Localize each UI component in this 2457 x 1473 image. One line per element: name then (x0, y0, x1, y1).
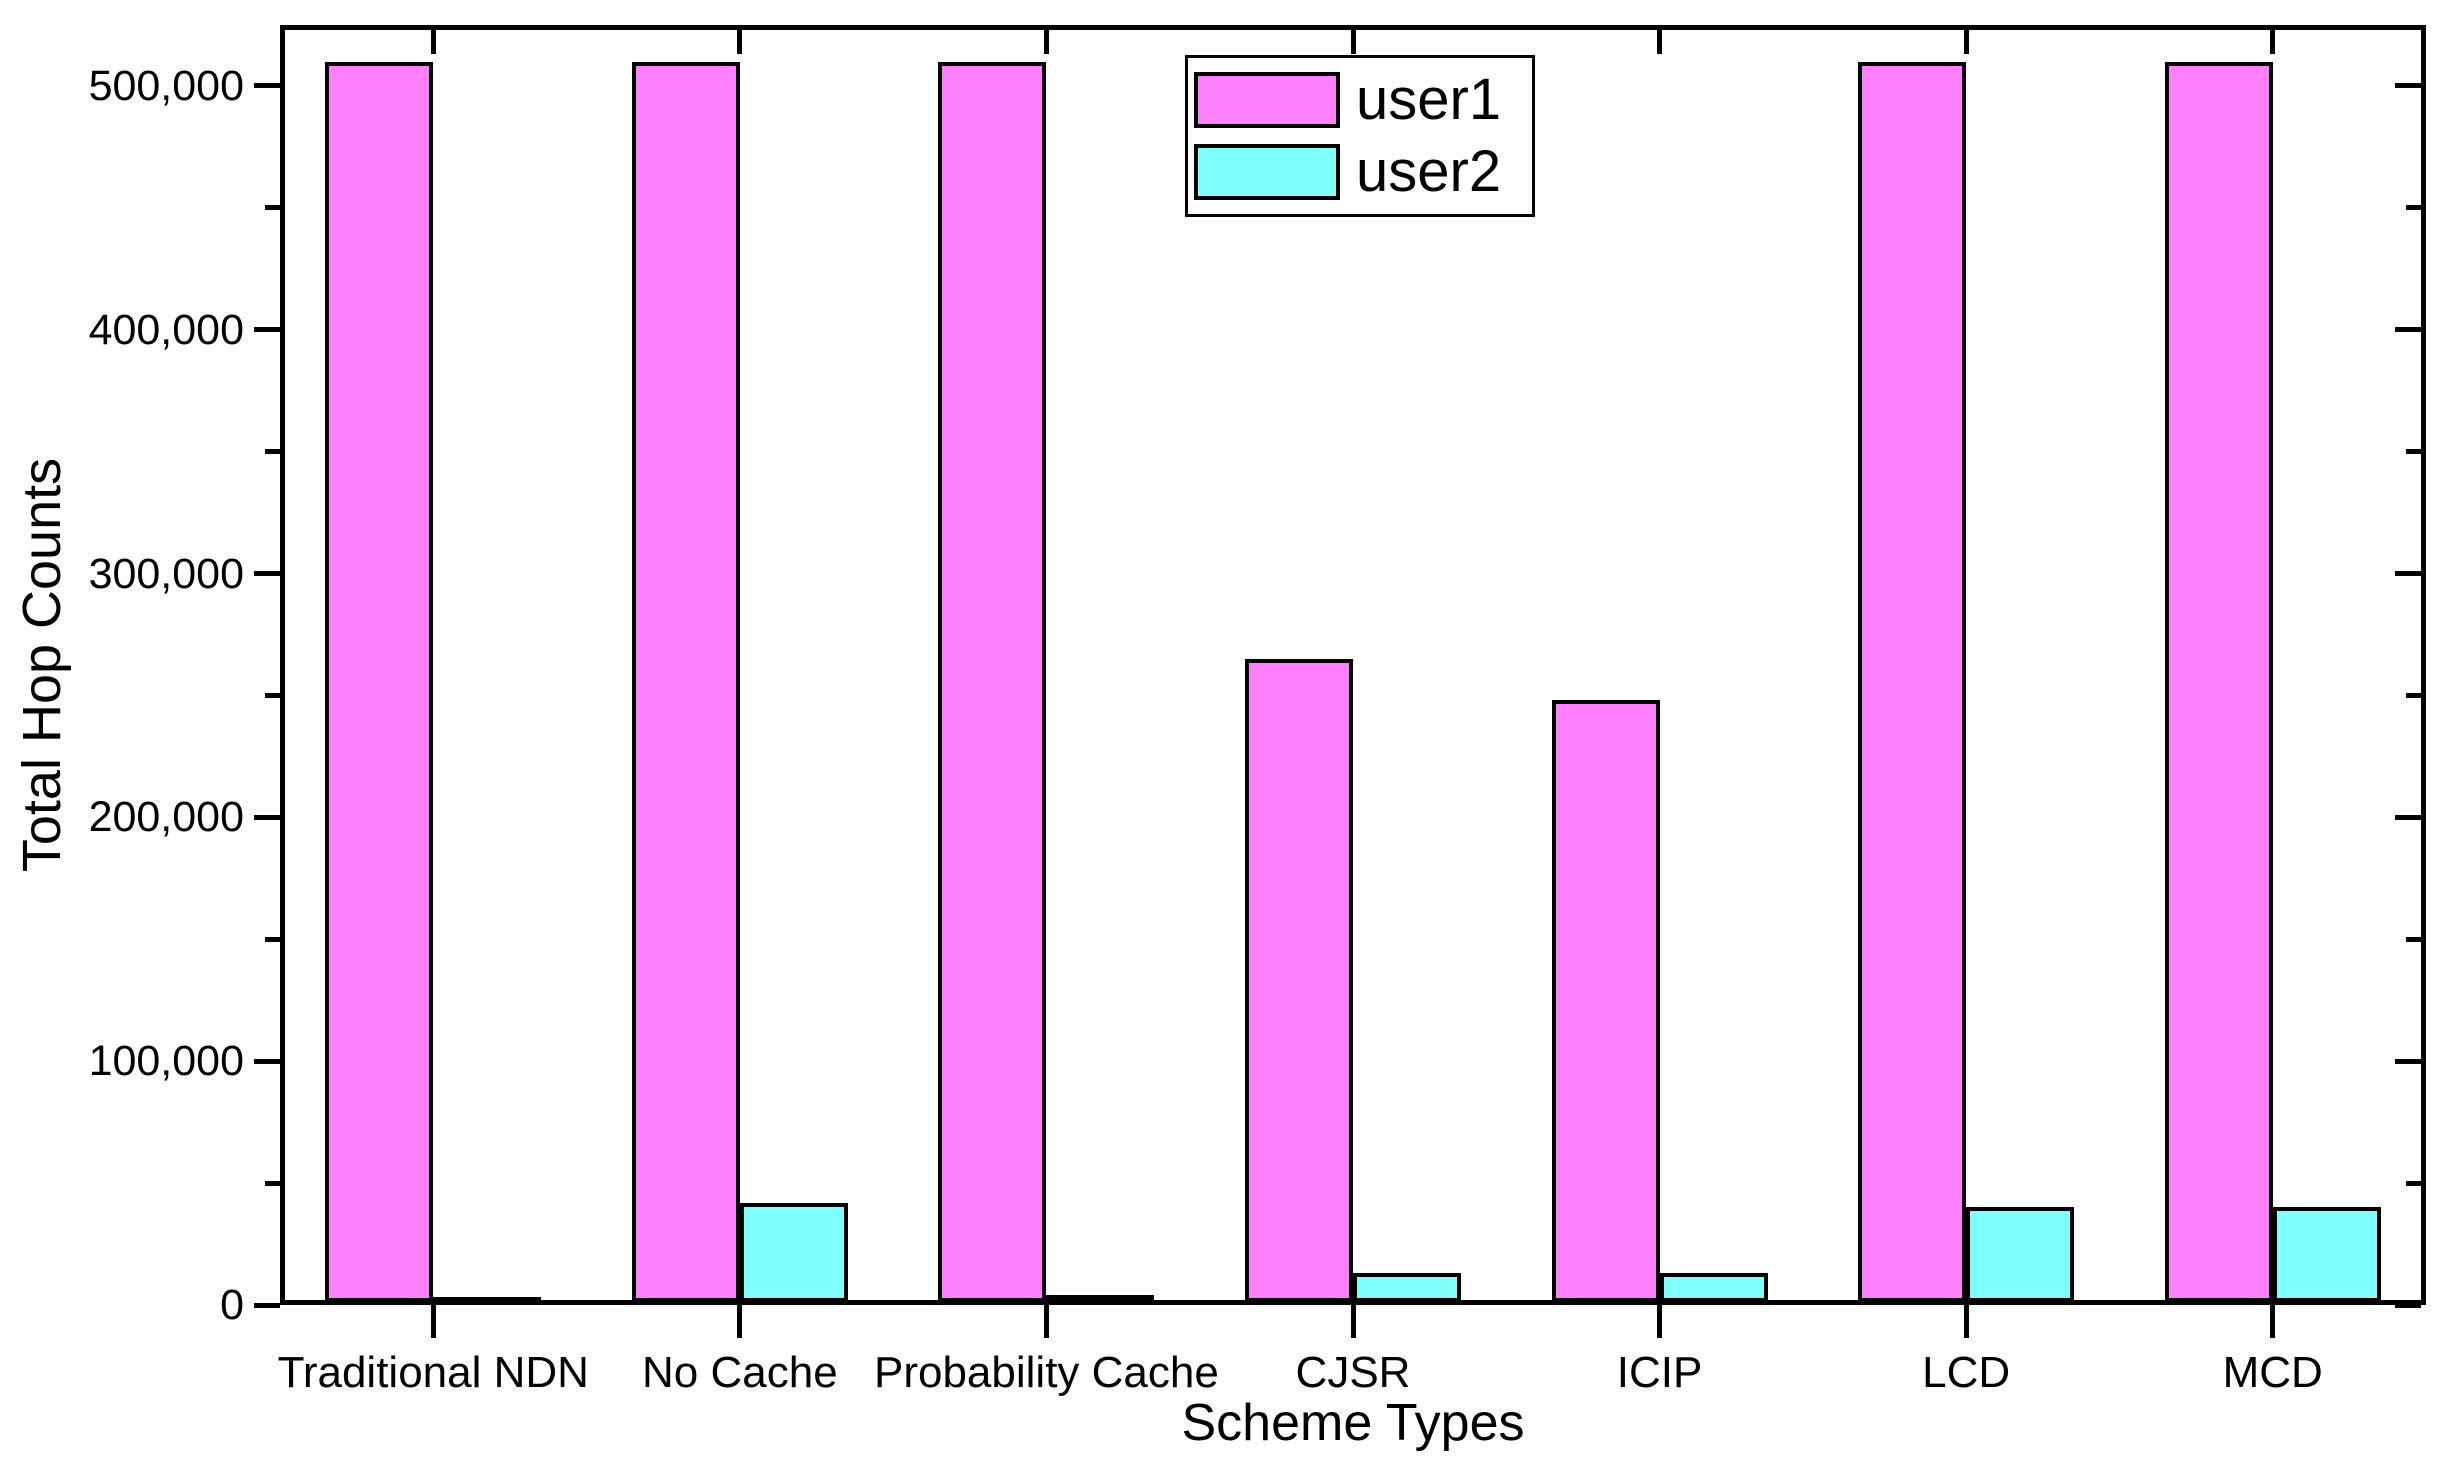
x-axis-title: Scheme Types (1181, 1394, 1525, 1452)
y-major-tick-left (254, 1302, 280, 1308)
x-major-tick-bottom (1350, 1305, 1356, 1338)
bar-user2 (2272, 1207, 2381, 1302)
legend-swatch-user2 (1194, 143, 1340, 200)
bar-user1 (325, 62, 434, 1302)
y-minor-tick-left (265, 205, 280, 211)
y-major-tick-right (2395, 814, 2421, 820)
y-axis-title: Total Hop Counts (12, 457, 72, 873)
bar-user1 (1551, 700, 1660, 1302)
x-major-tick-top (1350, 30, 1356, 54)
bar-user2 (1966, 1207, 2075, 1302)
y-tick-label: 400,000 (88, 305, 244, 354)
y-minor-tick-right (2406, 449, 2421, 455)
x-tick-label: Probability Cache (873, 1348, 1219, 1397)
x-major-tick-top (1657, 30, 1663, 54)
y-minor-tick-left (265, 936, 280, 942)
y-minor-tick-right (2406, 936, 2421, 942)
y-major-tick-right (2395, 571, 2421, 577)
bar-user2 (739, 1203, 848, 1302)
y-major-tick-right (2395, 1302, 2421, 1308)
y-minor-tick-left (265, 692, 280, 698)
bar-user1 (2164, 62, 2273, 1302)
legend-swatch-user1 (1194, 72, 1340, 129)
y-major-tick-left (254, 1058, 280, 1064)
x-major-tick-bottom (1043, 1305, 1049, 1338)
x-major-tick-bottom (1963, 1305, 1969, 1338)
bar-user1 (1245, 659, 1353, 1302)
x-major-tick-top (1963, 30, 1969, 54)
y-tick-label: 500,000 (88, 61, 244, 110)
y-minor-tick-left (265, 1180, 280, 1186)
bar-user2 (1659, 1273, 1768, 1302)
x-major-tick-bottom (2270, 1305, 2276, 1338)
bar-user1 (938, 62, 1047, 1302)
bar-user1 (1858, 62, 1967, 1302)
x-major-tick-bottom (430, 1305, 436, 1338)
y-minor-tick-right (2406, 205, 2421, 211)
legend-item-user2: user2 (1194, 138, 1532, 204)
bar-user1 (631, 62, 740, 1302)
legend-item-user1: user1 (1194, 71, 1532, 129)
x-major-tick-top (2270, 30, 2276, 54)
y-minor-tick-left (265, 449, 280, 455)
x-tick-label: MCD (2222, 1348, 2323, 1397)
y-minor-tick-right (2406, 1180, 2421, 1186)
x-tick-label: Traditional NDN (277, 1348, 589, 1397)
y-major-tick-left (254, 83, 280, 89)
bar-user2 (433, 1297, 542, 1305)
x-major-tick-bottom (737, 1305, 743, 1338)
y-minor-tick-right (2406, 692, 2421, 698)
legend-label-user2: user2 (1356, 138, 1502, 204)
y-major-tick-left (254, 571, 280, 577)
bar-user2 (1353, 1273, 1461, 1302)
y-major-tick-right (2395, 327, 2421, 333)
y-tick-label: 300,000 (88, 549, 244, 598)
y-major-tick-left (254, 814, 280, 820)
bar-user2 (1046, 1295, 1155, 1303)
x-major-tick-top (737, 30, 743, 54)
y-tick-label: 100,000 (88, 1037, 244, 1086)
legend-label-user1: user1 (1356, 67, 1502, 133)
legend: user1 user2 (1185, 55, 1535, 217)
y-major-tick-left (254, 327, 280, 333)
y-tick-label: 0 (220, 1281, 244, 1329)
x-major-tick-top (1043, 30, 1049, 54)
x-major-tick-bottom (1657, 1305, 1663, 1338)
y-major-tick-right (2395, 1058, 2421, 1064)
y-tick-label: 200,000 (88, 793, 244, 842)
y-major-tick-right (2395, 83, 2421, 89)
x-tick-label: ICIP (1616, 1348, 1703, 1397)
x-major-tick-top (430, 30, 436, 54)
x-tick-label: LCD (1922, 1348, 2011, 1397)
x-tick-label: No Cache (642, 1348, 838, 1397)
plot-area-frame (280, 25, 2426, 1305)
x-tick-label: CJSR (1295, 1348, 1411, 1397)
